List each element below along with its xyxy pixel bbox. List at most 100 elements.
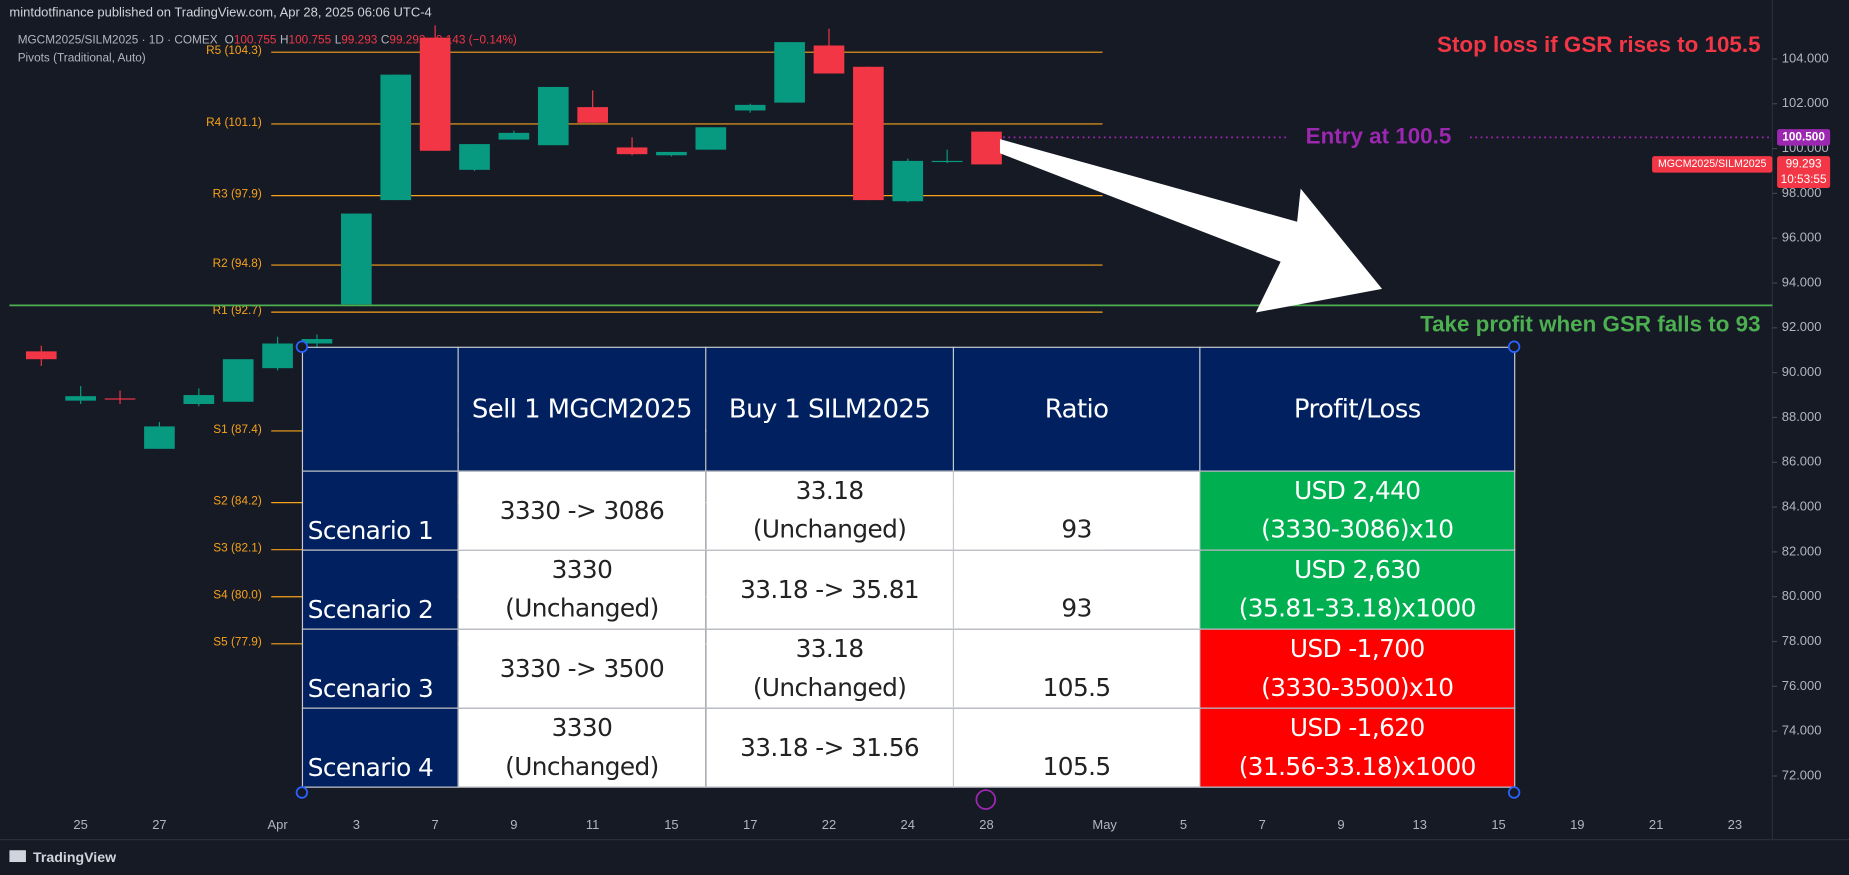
header-cell: Profit/Loss [1199,346,1516,472]
ratio-cell: 105.5 [952,707,1201,788]
entry-text-bg [1287,123,1470,152]
ratio-cell: 93 [952,470,1201,551]
candle-body [65,396,96,401]
candle-body [734,104,766,111]
scenario-table: Sell 1 MGCM2025 Buy 1 SILM2025 Ratio Profit… [301,346,1516,788]
cell-line: (31.56-33.18)x1000 [1238,752,1477,781]
symbol-tag-label: MGCM2025/SILM2025 [1658,158,1767,170]
cell-line: (Unchanged) [752,673,907,702]
x-tick-label: 3 [353,817,360,832]
y-tick-label: 88.000 [1782,409,1822,424]
candle-body [498,132,530,140]
candle-body [931,160,963,163]
buy-cell: 33.18 -> 35.81 [705,549,954,630]
pivot-label: S3 (82.1) [213,542,262,555]
table-row: Scenario 4 3330 (Unchanged) 33.18 -> 31.56 1… [301,707,1516,788]
legend-value: 100.755 [233,34,277,48]
indicator: Pivots (Traditional, Auto) [17,51,146,65]
cell-line: (Unchanged) [505,752,659,781]
y-tick-label: 72.000 [1782,767,1822,782]
cell-line: 3330 -> 3500 [499,653,665,683]
entry-price-tag [1777,129,1831,146]
header-cell [301,346,459,472]
candle-body [537,86,569,146]
y-tick-label: 76.000 [1782,678,1822,693]
pivot-label: R2 (94.8) [213,257,262,270]
cell-line: (35.81-33.18)x1000 [1238,594,1477,623]
cell-line: 3330 [551,713,613,742]
cell-line: (Unchanged) [505,594,659,623]
header-cell: Sell 1 MGCM2025 [457,346,707,472]
x-tick-label: May [1092,817,1117,832]
publisher: mintdotfinance published on TradingView.… [9,5,432,21]
pl-cell: USD -1,620 (31.56-33.18)x1000 [1199,707,1516,788]
x-tick-label: 15 [664,817,678,832]
pivot-label: R3 (97.9) [213,188,262,201]
candle-body [813,45,845,74]
x-tick-label: 19 [1570,817,1584,832]
entry-text: Entry at 100.5 [1306,123,1452,148]
y-tick-label: 102.000 [1782,95,1829,110]
cell-line: 33.18 -> 35.81 [740,574,920,604]
legend-value: 100.755 [288,34,332,48]
x-tick-label: Apr [267,817,288,832]
cell-line: (3330-3500)x10 [1261,673,1454,702]
candle-body [695,127,727,150]
y-tick-label: 86.000 [1782,454,1822,469]
x-tick-label: 9 [1337,817,1344,832]
x-tick-label: 28 [979,817,993,832]
legend-key: C [380,34,390,48]
x-tick-label: 24 [901,817,915,832]
take-profit-text: Take profit when GSR falls to 93 [1420,311,1760,336]
cell-line: 33.18 [795,476,865,505]
candle-body [183,395,215,405]
buy-cell: 33.18 -> 31.56 [705,707,954,788]
cell-line: 3330 -> 3086 [499,495,665,525]
countdown-label: 10:53:55 [1781,173,1827,186]
pl-cell: USD -1,700 (3330-3500)x10 [1199,628,1516,709]
y-tick-label: 92.000 [1782,319,1822,334]
sell-cell: 3330 -> 3500 [457,628,707,709]
x-tick-label: 13 [1413,817,1427,832]
arrow [999,139,1383,313]
header-row: Sell 1 MGCM2025 Buy 1 SILM2025 Ratio Profit… [301,346,1516,472]
last-price-label: 99.293 [1786,158,1822,171]
pivot-label: S1 (87.4) [213,423,262,436]
legend-key: L [334,34,342,48]
candle-body [971,131,1002,165]
candle-body [144,426,175,449]
candle-body [853,66,884,201]
cell-line: (Unchanged) [752,515,907,544]
pivot-label: R1 (92.7) [213,304,262,317]
x-tick-label: 17 [743,817,757,832]
y-tick-label: 84.000 [1782,499,1822,514]
x-tick-label: 15 [1491,817,1505,832]
candle-body [577,107,609,123]
scenario-cell: Scenario 2 [301,549,459,630]
x-tick-label: 27 [152,817,166,832]
candle-body [892,160,924,202]
candle-body [419,37,451,151]
cell-line: 33.18 [795,634,865,663]
x-tick-label: 22 [822,817,836,832]
legend-value: 99.293 [341,34,378,48]
last-price-tag [1777,156,1831,188]
candle-body [104,398,136,400]
cell-line: USD 2,440 [1294,476,1421,505]
ratio-cell: 93 [952,549,1201,630]
cell-line: 3330 [551,555,613,584]
x-tick-label: 7 [432,817,439,832]
x-tick-label: 9 [510,817,517,832]
table-row: Scenario 1 3330 -> 3086 33.18 (Unchanged) 93… [301,470,1516,551]
pivot-label: R4 (101.1) [206,116,262,129]
x-tick-label: 21 [1649,817,1663,832]
x-tick-label: 5 [1180,817,1187,832]
candle-body [656,151,687,156]
symbol-tag [1652,156,1773,173]
candle-body [222,359,254,402]
y-tick-label: 96.000 [1782,230,1822,245]
header-cell: Buy 1 SILM2025 [705,346,954,472]
candle-body [262,343,293,369]
